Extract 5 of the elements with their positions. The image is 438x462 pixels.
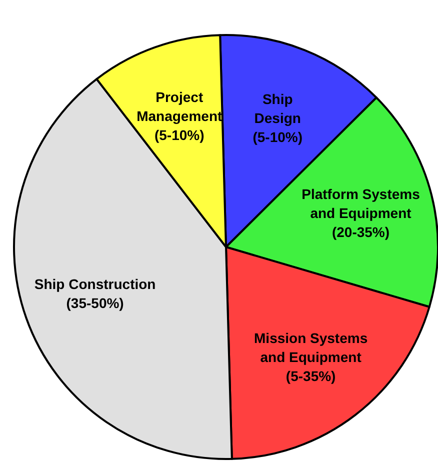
slice-label: Ship Design (5-10%) <box>252 90 303 145</box>
slice-label: Project Management (5-10%) <box>136 89 222 144</box>
slice-label: Ship Construction (35-50%) <box>34 276 156 312</box>
slice-label: Platform Systems and Equipment (20-35%) <box>302 186 420 240</box>
slice-label: Mission Systems and Equipment (5-35%) <box>254 330 368 384</box>
